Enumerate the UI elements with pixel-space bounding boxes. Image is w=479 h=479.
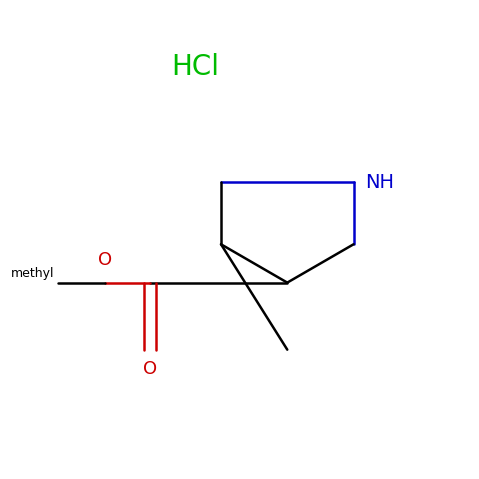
Text: NH: NH — [365, 172, 394, 192]
Text: methyl: methyl — [11, 267, 54, 281]
Text: O: O — [143, 360, 157, 378]
Text: O: O — [98, 251, 112, 269]
Text: HCl: HCl — [171, 53, 219, 81]
